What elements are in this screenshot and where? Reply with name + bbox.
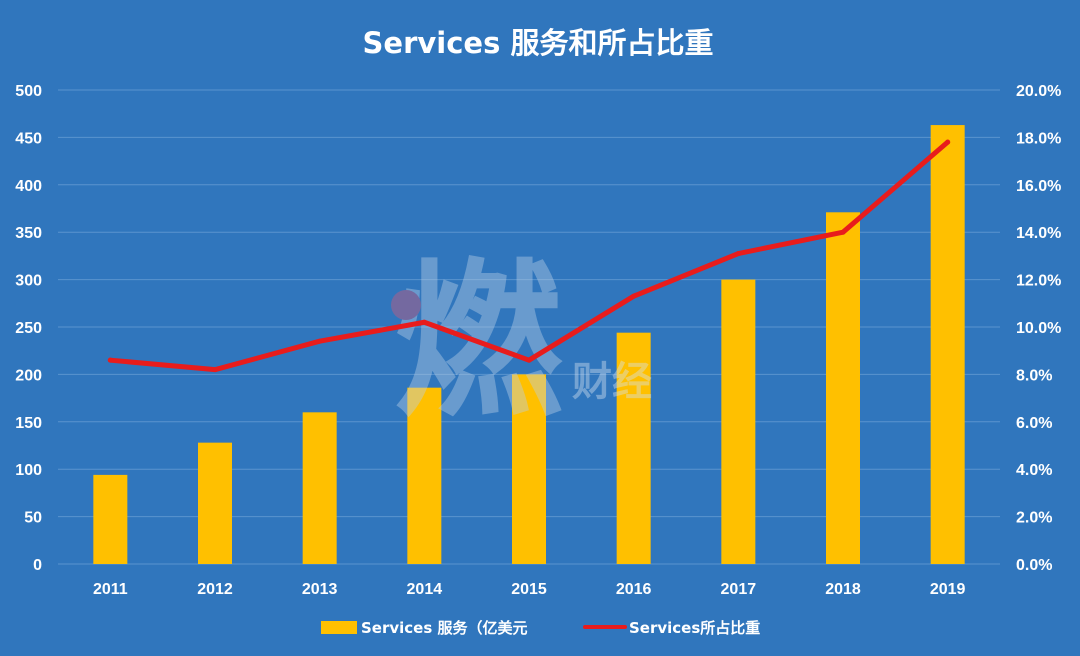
- left-tick-label: 100: [15, 462, 42, 479]
- left-tick-label: 500: [15, 83, 42, 100]
- left-axis: 0 50 100 150 200 250 300 350 400 450 500: [15, 83, 42, 574]
- x-tick-label: 2011: [93, 581, 128, 598]
- bar: [826, 212, 860, 565]
- right-tick-label: 6.0%: [1016, 415, 1052, 432]
- line-point: [945, 139, 951, 145]
- line-point: [735, 251, 741, 257]
- left-tick-label: 0: [33, 557, 42, 574]
- line-point: [421, 319, 427, 325]
- right-tick-label: 12.0%: [1016, 273, 1061, 290]
- line-point: [107, 357, 113, 363]
- x-tick-label: 2013: [302, 581, 338, 598]
- right-tick-label: 14.0%: [1016, 225, 1061, 242]
- legend-bar-label: Services 服务（亿美元: [361, 619, 528, 637]
- left-tick-label: 400: [15, 178, 42, 195]
- bar: [616, 332, 651, 564]
- line-point: [840, 229, 846, 235]
- right-tick-label: 16.0%: [1016, 178, 1061, 195]
- right-tick-label: 10.0%: [1016, 320, 1061, 337]
- line-series: [107, 139, 951, 373]
- right-tick-label: 0.0%: [1016, 557, 1052, 574]
- left-tick-label: 250: [15, 320, 42, 337]
- right-tick-label: 8.0%: [1016, 367, 1052, 384]
- right-tick-label: 4.0%: [1016, 462, 1052, 479]
- left-tick-label: 350: [15, 225, 42, 242]
- left-tick-label: 150: [15, 415, 42, 432]
- left-tick-label: 50: [24, 510, 42, 527]
- legend: Services 服务（亿美元 Services所占比重: [321, 619, 760, 637]
- bar-series: [93, 125, 965, 565]
- x-tick-label: 2015: [511, 581, 547, 598]
- bar: [721, 279, 756, 564]
- line-point: [317, 338, 323, 344]
- line-point: [631, 293, 637, 299]
- left-tick-label: 200: [15, 367, 42, 384]
- right-tick-label: 20.0%: [1016, 83, 1061, 100]
- right-tick-label: 2.0%: [1016, 510, 1052, 527]
- line-point: [212, 367, 218, 373]
- x-tick-label: 2017: [721, 581, 757, 598]
- watermark-dot: [391, 290, 421, 320]
- bar: [302, 412, 337, 564]
- bar: [930, 125, 965, 565]
- x-tick-label: 2016: [616, 581, 652, 598]
- watermark-text: 财经: [572, 359, 652, 405]
- bar: [198, 442, 232, 564]
- bar: [512, 374, 546, 564]
- legend-bar-swatch: [321, 621, 357, 634]
- x-tick-label: 2018: [825, 581, 861, 598]
- x-tick-label: 2012: [197, 581, 233, 598]
- x-axis: 2011 2012 2013 2014 2015 2016 2017 2018 2019: [93, 581, 966, 598]
- left-tick-label: 300: [15, 273, 42, 290]
- x-tick-label: 2019: [930, 581, 966, 598]
- legend-line-label: Services所占比重: [629, 619, 760, 637]
- right-axis: 0.0% 2.0% 4.0% 6.0% 8.0% 10.0% 12.0% 14.0% 16.0%…: [1016, 83, 1061, 574]
- left-tick-label: 450: [15, 130, 42, 147]
- right-tick-label: 18.0%: [1016, 130, 1061, 147]
- bar: [407, 387, 442, 564]
- chart-title: Services 服务和所占比重: [363, 26, 714, 60]
- bar: [93, 474, 128, 564]
- x-tick-label: 2014: [407, 581, 443, 598]
- line-point: [526, 357, 532, 363]
